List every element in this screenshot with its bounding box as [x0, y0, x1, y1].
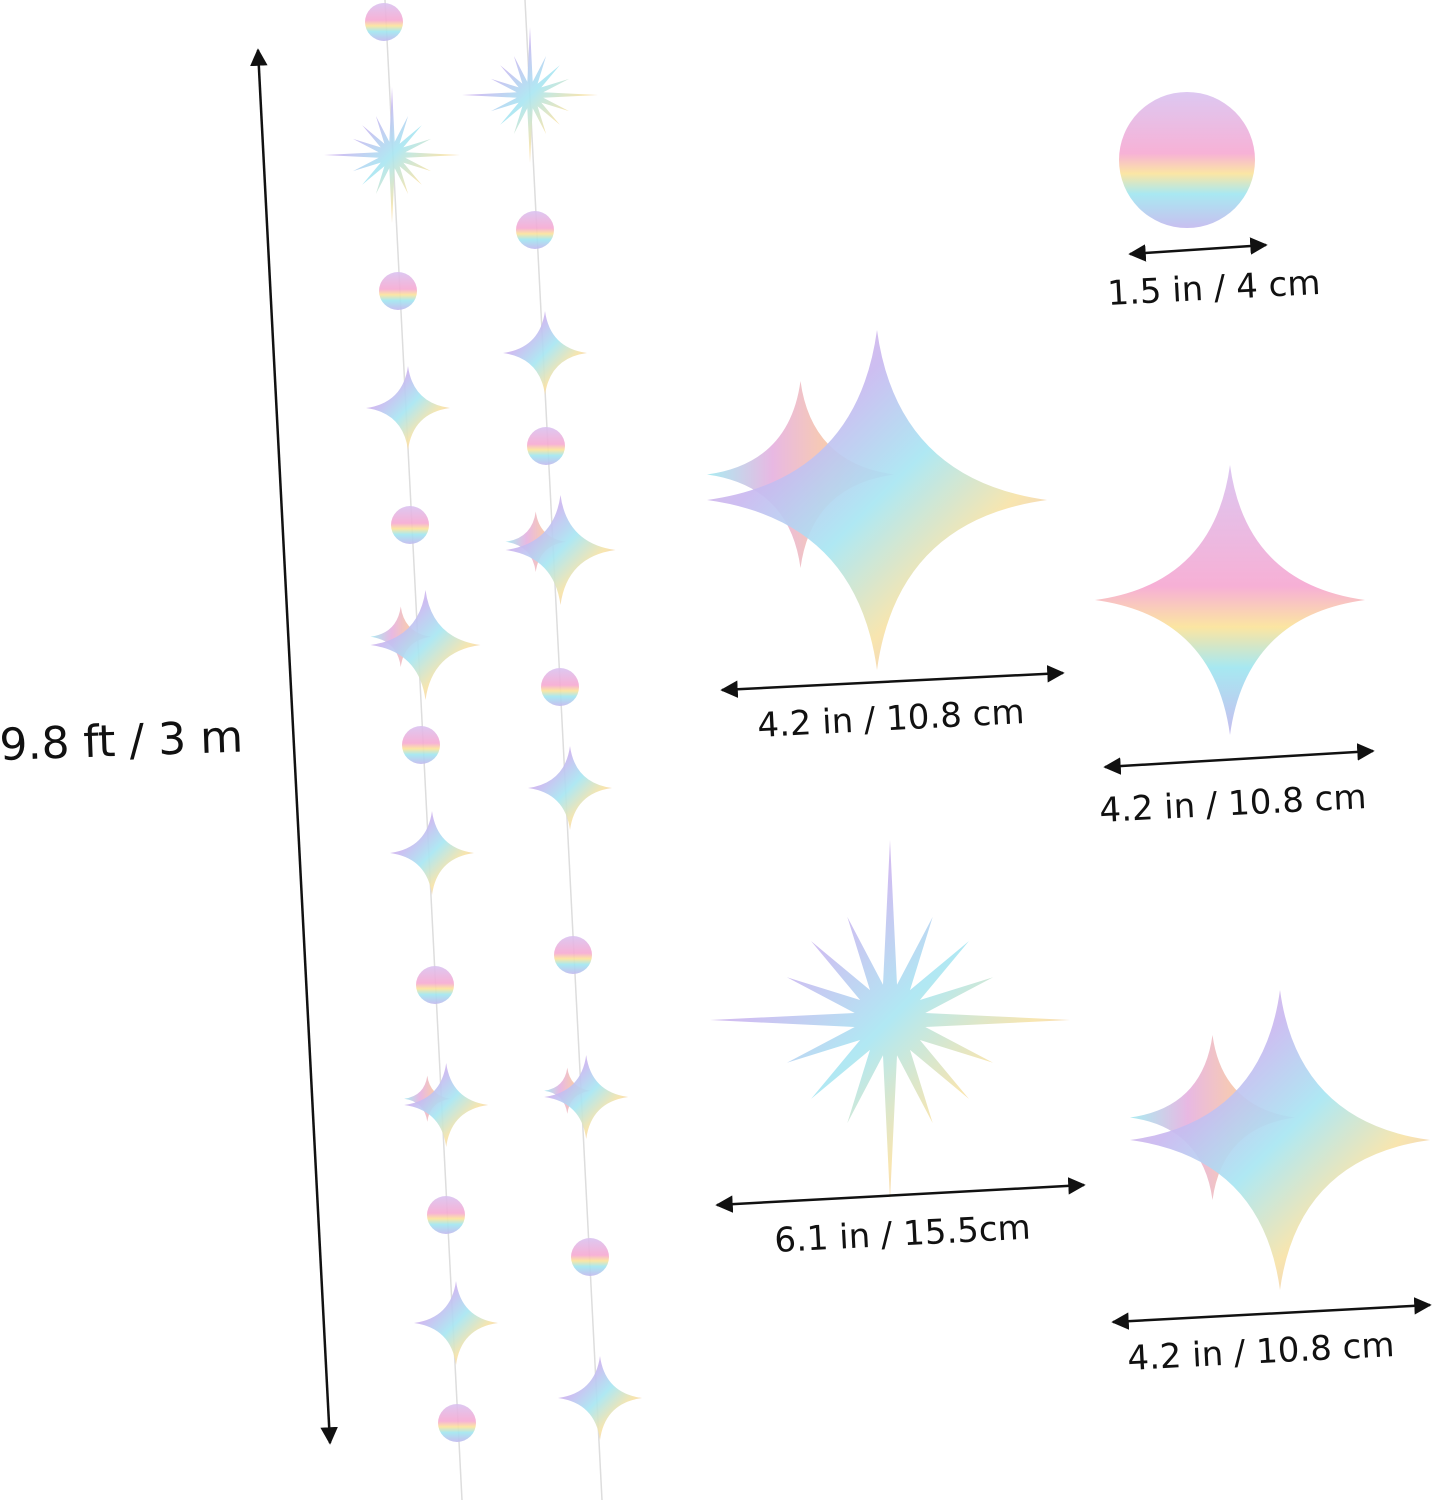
star — [1095, 465, 1365, 735]
circle — [541, 668, 579, 706]
circle — [554, 936, 592, 974]
star — [366, 366, 450, 450]
circle — [527, 427, 565, 465]
sparkle-label: 4.2 in / 10.8 cm — [756, 692, 1025, 746]
length-label: 9.8 ft / 3 m — [0, 712, 244, 771]
circle — [416, 966, 454, 1004]
burst-star — [324, 87, 460, 223]
star — [544, 1055, 629, 1139]
sparkle-arrow — [720, 665, 1065, 698]
circle — [391, 506, 429, 544]
star — [558, 1356, 642, 1440]
circle — [1119, 92, 1255, 228]
star — [414, 1281, 498, 1365]
burst-star — [462, 27, 598, 163]
star — [390, 811, 474, 895]
circle — [516, 211, 554, 249]
circle — [427, 1196, 465, 1234]
star-label: 4.2 in / 10.8 cm — [1098, 777, 1367, 831]
circle-label: 1.5 in / 4 cm — [1106, 263, 1321, 314]
star-arrow — [1103, 743, 1375, 775]
double-arrow — [1111, 1297, 1432, 1330]
star — [505, 495, 616, 605]
double-label: 4.2 in / 10.8 cm — [1126, 1325, 1395, 1379]
star — [503, 311, 587, 395]
burst-arrow — [715, 1177, 1086, 1213]
circle-arrow — [1128, 237, 1268, 262]
star — [1130, 990, 1430, 1290]
circle — [402, 726, 440, 764]
star — [404, 1063, 489, 1147]
circle — [571, 1238, 609, 1276]
star — [707, 330, 1047, 670]
burst-label: 6.1 in / 15.5cm — [773, 1208, 1031, 1261]
circle — [438, 1404, 476, 1442]
star — [370, 590, 481, 700]
star — [528, 746, 612, 830]
circle — [365, 3, 403, 41]
decorations — [324, 0, 1430, 1500]
circle — [379, 272, 417, 310]
burst-star — [710, 840, 1070, 1200]
length-arrow — [250, 48, 338, 1445]
